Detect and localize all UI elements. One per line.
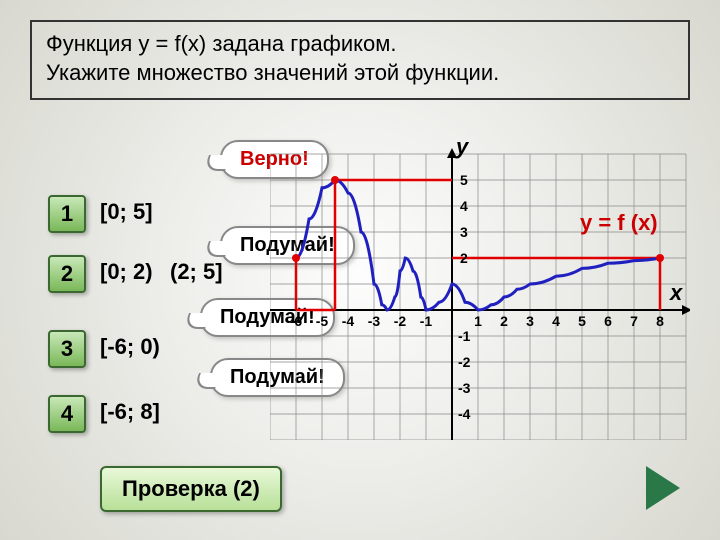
svg-text:-2: -2	[458, 354, 471, 370]
answer-text-2: [0; 2)	[100, 259, 153, 285]
svg-text:-6: -6	[290, 313, 303, 329]
graph: -6-5-4-3-2-1123456782345-1-2-3-4 y x y =…	[270, 140, 690, 440]
svg-text:-5: -5	[316, 313, 329, 329]
check-button[interactable]: Проверка (2)	[100, 466, 282, 512]
svg-text:-1: -1	[420, 313, 433, 329]
svg-text:2: 2	[500, 313, 508, 329]
svg-text:7: 7	[630, 313, 638, 329]
function-label: y = f (x)	[580, 210, 658, 236]
svg-text:5: 5	[578, 313, 586, 329]
svg-text:2: 2	[460, 250, 468, 266]
answer-text-3: [-6; 0)	[100, 334, 160, 360]
svg-text:5: 5	[460, 172, 468, 188]
y-axis-label: y	[456, 134, 468, 160]
answer-text-1: [0; 5]	[100, 199, 153, 225]
svg-text:-3: -3	[458, 380, 471, 396]
question-line2: Укажите множество значений этой функции.	[46, 59, 674, 88]
svg-text:4: 4	[460, 198, 468, 214]
question-box: Функция у = f(x) задана графиком. Укажит…	[30, 20, 690, 100]
svg-text:4: 4	[552, 313, 560, 329]
answer-button-2[interactable]: 2	[48, 255, 86, 293]
x-axis-label: x	[670, 280, 682, 306]
question-line1: Функция у = f(x) задана графиком.	[46, 30, 674, 59]
answer-text-4: [-6; 8]	[100, 399, 160, 425]
next-icon[interactable]	[646, 466, 680, 510]
svg-text:-4: -4	[458, 406, 471, 422]
svg-text:-2: -2	[394, 313, 407, 329]
answer-button-3[interactable]: 3	[48, 330, 86, 368]
svg-text:1: 1	[474, 313, 482, 329]
svg-text:3: 3	[460, 224, 468, 240]
answer-button-1[interactable]: 1	[48, 195, 86, 233]
svg-text:3: 3	[526, 313, 534, 329]
svg-text:-4: -4	[342, 313, 355, 329]
svg-text:8: 8	[656, 313, 664, 329]
svg-text:-3: -3	[368, 313, 381, 329]
answer-button-4[interactable]: 4	[48, 395, 86, 433]
svg-text:6: 6	[604, 313, 612, 329]
answer-extra-2: (2; 5]	[170, 259, 223, 285]
slide: Функция у = f(x) задана графиком. Укажит…	[0, 0, 720, 540]
svg-text:-1: -1	[458, 328, 471, 344]
